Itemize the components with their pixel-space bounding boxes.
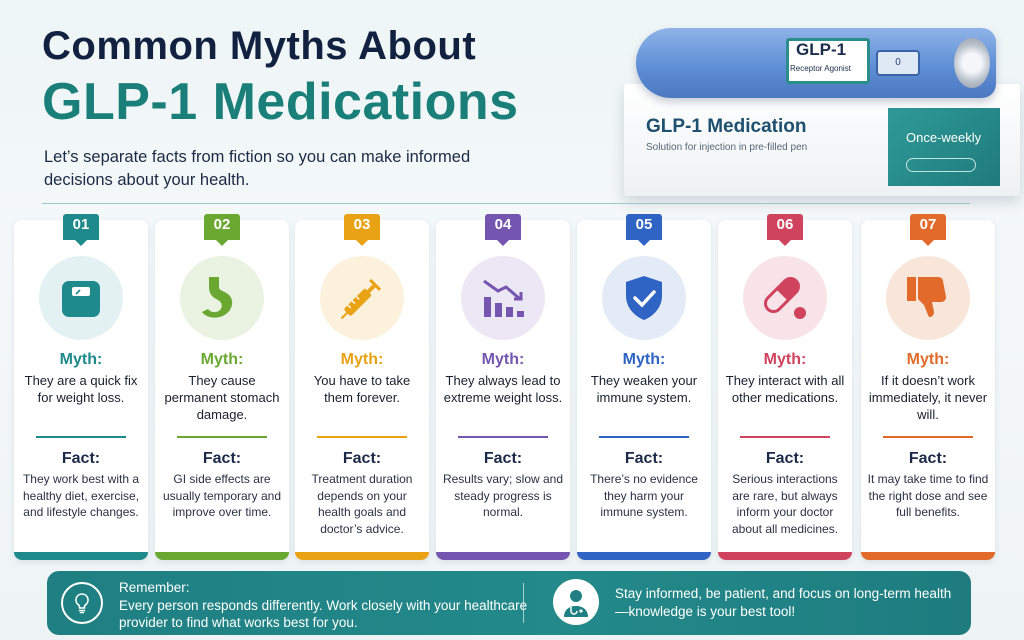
product-illustration: Once-weekly GLP-1 Medication Solution fo… bbox=[618, 20, 1024, 200]
card-separator bbox=[36, 436, 126, 438]
fact-label: Fact: bbox=[765, 450, 805, 467]
card-number-badge: 07 bbox=[910, 214, 946, 246]
myth-label: Myth: bbox=[59, 351, 103, 368]
page-title-line2: GLP-1 Medications bbox=[42, 73, 519, 131]
pen-dose-window: 0 bbox=[876, 50, 920, 76]
card-bottom-bar bbox=[436, 552, 570, 560]
pen-cap bbox=[954, 38, 990, 88]
myth-card-02: 02 Myth: They cause permanent stomach da… bbox=[155, 214, 289, 560]
myth-card-06: 06 Myth: They interact with all other me… bbox=[718, 214, 852, 560]
page-subtitle: Let’s separate facts from fiction so you… bbox=[44, 148, 471, 189]
icon-circle bbox=[886, 256, 970, 340]
myth-card-04: 04 Myth: They always lead to extreme wei… bbox=[436, 214, 570, 560]
card-number-badge: 04 bbox=[485, 214, 521, 246]
box-title: GLP-1 Medication bbox=[646, 116, 807, 137]
card-separator bbox=[177, 436, 267, 438]
myth-label: Myth: bbox=[340, 351, 384, 368]
pen-label-title: GLP-1 bbox=[796, 40, 847, 59]
fact-text: Serious interactions are rare, but alway… bbox=[731, 472, 839, 536]
fact-label: Fact: bbox=[342, 450, 382, 467]
footer-divider bbox=[523, 583, 524, 623]
card-separator bbox=[740, 436, 830, 438]
box-side-label: Once-weekly bbox=[906, 130, 982, 145]
myth-label: Myth: bbox=[200, 351, 244, 368]
icon-circle bbox=[461, 256, 545, 340]
footer-banner: Remember: Every person responds differen… bbox=[47, 571, 971, 635]
page-title-line1: Common Myths About bbox=[42, 24, 477, 68]
card-bottom-bar bbox=[295, 552, 429, 560]
myth-text: If it doesn’t work immediately, it never… bbox=[868, 373, 988, 422]
remember-label: Remember: bbox=[119, 580, 190, 595]
myth-label: Myth: bbox=[481, 351, 525, 368]
header-divider bbox=[42, 203, 970, 204]
pen-label bbox=[786, 38, 870, 84]
card-number-badge: 02 bbox=[204, 214, 240, 246]
myth-card-07: 07 Myth: If it doesn’t work immediately,… bbox=[861, 214, 995, 560]
myth-label: Myth: bbox=[906, 351, 950, 368]
box-subtitle: Solution for injection in pre-filled pen bbox=[646, 142, 808, 153]
myth-card-01: 01 Myth: They are a quick fix for weight… bbox=[14, 214, 148, 560]
myth-text: They are a quick fix for weight loss. bbox=[24, 373, 138, 405]
fact-text: Treatment duration depends on your healt… bbox=[311, 472, 413, 536]
fact-label: Fact: bbox=[624, 450, 664, 467]
card-number-badge: 03 bbox=[344, 214, 380, 246]
stay-informed-text: Stay informed, be patient, and focus on … bbox=[615, 586, 952, 619]
icon-circle bbox=[743, 256, 827, 340]
card-bottom-bar bbox=[718, 552, 852, 560]
card-bottom-bar bbox=[155, 552, 289, 560]
icon-circle bbox=[39, 256, 123, 340]
card-separator bbox=[883, 436, 973, 438]
card-number-badge: 06 bbox=[767, 214, 803, 246]
remember-text: Every person responds differently. Work … bbox=[119, 598, 528, 630]
card-bottom-bar bbox=[861, 552, 995, 560]
card-bottom-bar bbox=[14, 552, 148, 560]
myth-text: They interact with all other medications… bbox=[725, 373, 845, 405]
card-number-badge: 01 bbox=[63, 214, 99, 246]
pen-label-subtitle: Receptor Agonist bbox=[790, 64, 851, 73]
card-number-badge: 05 bbox=[626, 214, 662, 246]
myth-text: They cause permanent stomach damage. bbox=[164, 373, 280, 422]
card-bottom-bar bbox=[577, 552, 711, 560]
fact-label: Fact: bbox=[483, 450, 523, 467]
box-side-window bbox=[906, 158, 976, 172]
lightbulb-icon bbox=[61, 582, 103, 624]
myth-card-03: 03 Myth: You have to take them forever. … bbox=[295, 214, 429, 560]
fact-text: They work best with a healthy diet, exer… bbox=[22, 472, 140, 519]
fact-text: GI side effects are usually temporary an… bbox=[162, 472, 282, 519]
fact-text: There’s no evidence they harm your immun… bbox=[590, 472, 698, 519]
fact-label: Fact: bbox=[61, 450, 101, 467]
fact-label: Fact: bbox=[908, 450, 948, 467]
myth-text: They weaken your immune system. bbox=[590, 373, 698, 405]
myth-text: They always lead to extreme weight loss. bbox=[443, 373, 563, 405]
myth-label: Myth: bbox=[763, 351, 807, 368]
myth-card-05: 05 Myth: They weaken your immune system.… bbox=[577, 214, 711, 560]
icon-circle bbox=[320, 256, 404, 340]
card-separator bbox=[458, 436, 548, 438]
icon-circle bbox=[602, 256, 686, 340]
myth-label: Myth: bbox=[622, 351, 666, 368]
card-separator bbox=[317, 436, 407, 438]
fact-text: Results vary; slow and steady progress i… bbox=[442, 472, 564, 519]
fact-label: Fact: bbox=[202, 450, 242, 467]
doctor-icon bbox=[553, 579, 599, 625]
card-separator bbox=[599, 436, 689, 438]
myth-text: You have to take them forever. bbox=[313, 373, 411, 405]
medication-box-side bbox=[888, 108, 1000, 186]
fact-text: It may take time to find the right dose … bbox=[867, 472, 989, 519]
icon-circle bbox=[180, 256, 264, 340]
